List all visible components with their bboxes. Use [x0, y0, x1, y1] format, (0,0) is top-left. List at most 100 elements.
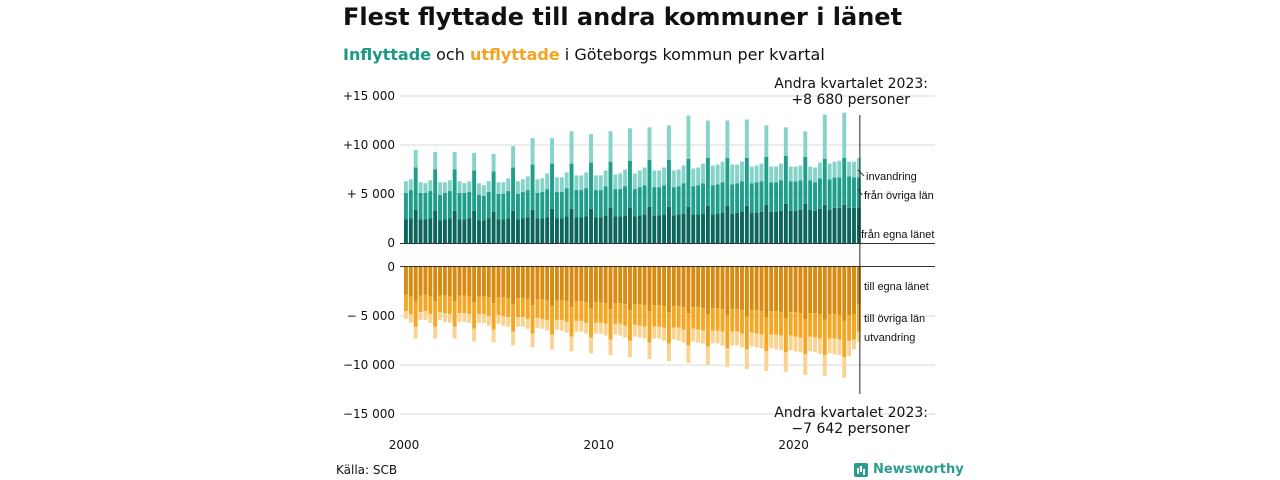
inflow-bar — [671, 187, 676, 216]
outflow-bar — [847, 340, 852, 357]
y-tick-label: 0 — [387, 260, 395, 274]
outflow-bar — [559, 319, 564, 331]
outflow-bar — [491, 267, 496, 304]
inflow-bar — [691, 186, 696, 215]
inflow-bar — [481, 185, 486, 196]
inflow-bar — [764, 156, 769, 205]
inflow-bar — [632, 216, 637, 243]
outflow-bar — [730, 267, 735, 310]
outflow-bar — [740, 333, 744, 348]
outflow-bar — [662, 306, 667, 328]
outflow-bar — [511, 304, 516, 332]
outflow-bar — [530, 305, 535, 334]
outflow-bar — [496, 315, 501, 324]
outflow-bar — [759, 334, 764, 349]
inflow-bar — [438, 194, 442, 221]
inflow-bar — [822, 204, 827, 243]
inflow-bar — [657, 170, 662, 188]
inflow-bar — [774, 211, 779, 243]
outflow-bar — [618, 303, 623, 324]
inflow-bar — [559, 218, 564, 243]
inflow-bar — [496, 194, 501, 220]
inflow-bar — [598, 175, 603, 191]
outflow-bar — [598, 302, 603, 323]
outflow-bar — [852, 267, 856, 315]
outflow-bar — [530, 333, 535, 348]
outflow-bar — [530, 267, 535, 306]
outflow-bar — [496, 297, 501, 316]
label-utvandring: utvandring — [864, 332, 915, 344]
outflow-bar — [827, 267, 832, 315]
outflow-bar — [715, 308, 720, 331]
outflow-bar — [725, 267, 730, 316]
chart-subtitle: Inflyttade och utflyttade i Göteborgs ko… — [343, 45, 825, 64]
outflow-bar — [554, 300, 559, 320]
outflow-bar — [457, 295, 462, 314]
inflow-bar — [408, 179, 413, 191]
outflow-bar — [754, 310, 759, 334]
outflow-bar — [452, 326, 457, 339]
inflow-bar — [647, 127, 652, 160]
outflow-bar — [856, 267, 861, 305]
inflow-bar — [744, 119, 749, 158]
outflow-bar — [759, 267, 764, 312]
inflow-bar — [584, 216, 589, 243]
outflow-bar — [764, 351, 769, 371]
outflow-bar — [608, 267, 613, 310]
inflow-bar — [740, 211, 744, 243]
newsworthy-logo-icon — [854, 462, 868, 477]
outflow-bar — [408, 267, 413, 297]
outflow-bar — [603, 303, 608, 324]
inflow-bar — [472, 170, 477, 211]
inflow-bar — [516, 181, 520, 194]
inflow-bar — [506, 218, 511, 243]
outflow-bar — [540, 318, 545, 329]
inflow-bar — [623, 169, 628, 187]
outflow-bar — [584, 267, 589, 303]
outflow-bar — [564, 301, 569, 322]
inflow-bar — [530, 138, 535, 165]
outflow-bar — [832, 267, 837, 315]
inflow-bar — [710, 165, 715, 186]
outflow-bar — [408, 314, 413, 323]
inflow-bar — [725, 205, 730, 243]
inflow-bar — [559, 177, 564, 193]
inflow-bar — [545, 173, 550, 190]
outflow-bar — [657, 326, 662, 339]
outflow-bar — [428, 314, 433, 323]
outflow-bar — [691, 267, 696, 308]
outflow-bar — [472, 267, 477, 303]
inflow-bar — [554, 218, 559, 243]
outflow-bar — [696, 329, 701, 343]
outflow-bar — [477, 296, 481, 315]
outflow-bar — [520, 267, 525, 299]
outflow-bar — [569, 307, 574, 337]
inflow-bar — [491, 211, 496, 243]
inflow-bar — [525, 217, 530, 243]
outflow-bar — [520, 316, 525, 327]
inflow-bar — [827, 163, 832, 180]
inflow-bar — [418, 193, 423, 220]
outflow-bar — [603, 267, 608, 304]
outflow-bar — [467, 314, 472, 323]
outflow-bar — [686, 345, 691, 364]
outflow-bar — [632, 267, 637, 305]
inflow-bar — [438, 182, 442, 195]
inflow-bar — [856, 207, 861, 243]
inflow-bar — [662, 167, 667, 186]
inflow-bar — [589, 162, 593, 209]
outflow-bar — [540, 299, 545, 319]
outflow-bar — [550, 334, 554, 350]
brand-name: Newsworthy — [873, 462, 964, 477]
outflow-bar — [525, 318, 530, 329]
inflow-bar — [701, 163, 705, 184]
inflow-bar — [618, 216, 623, 243]
inflow-bar — [447, 180, 452, 192]
outflow-bar — [486, 297, 491, 316]
inflow-bar — [720, 161, 725, 183]
outflow-bar — [754, 267, 759, 311]
inflow-bar — [705, 205, 710, 243]
outflow-bar — [730, 331, 735, 346]
inflow-bar — [769, 211, 774, 243]
outflow-bar — [433, 301, 438, 327]
